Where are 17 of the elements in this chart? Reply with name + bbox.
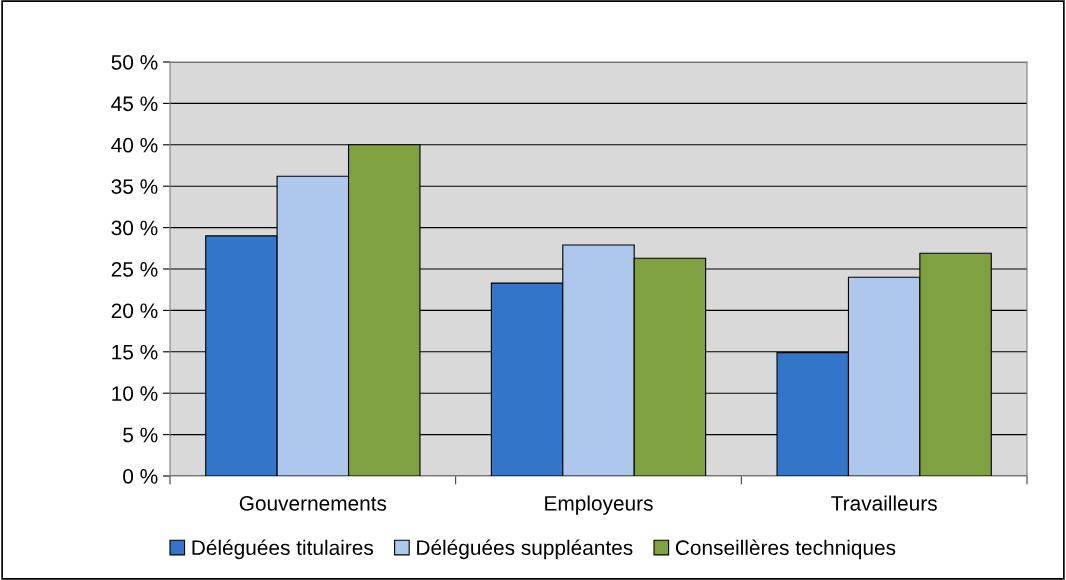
y-tick-label: 30 % <box>111 220 158 236</box>
x-tick-label: Gouvernements <box>239 495 387 511</box>
y-tick-label: 45 % <box>111 96 158 112</box>
x-tick-label: Employeurs <box>545 495 653 515</box>
legend-label: Déléguées suppléantes <box>417 539 633 560</box>
y-tick-label: 40 % <box>111 137 158 153</box>
x-tick-label: Travailleurs <box>831 495 937 511</box>
y-tick-label: 20 % <box>111 303 158 319</box>
y-tick-label: 5 % <box>123 427 158 443</box>
y-tick-label: 15 % <box>112 344 158 360</box>
legend-label: Déléguées titulaires <box>192 539 374 560</box>
legend-label: Conseillères techniques <box>675 539 896 560</box>
y-tick-label: 50 % <box>111 55 158 70</box>
y-tick-label: 10 % <box>112 386 158 401</box>
y-tick-label: 0 % <box>123 469 158 484</box>
y-tick-label: 35 % <box>111 179 158 194</box>
y-tick-label: 25 % <box>111 262 158 277</box>
